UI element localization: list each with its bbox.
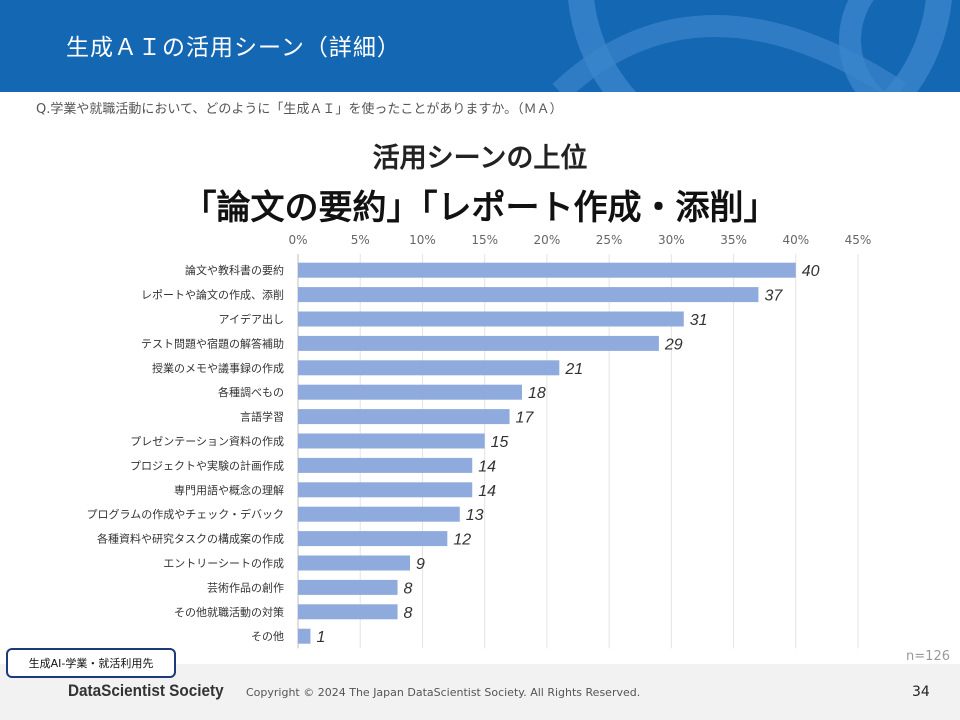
category-label: プロジェクトや実験の計画作成 (130, 458, 284, 472)
x-tick-label: 25% (596, 233, 623, 247)
sample-size: n=126 (906, 649, 950, 664)
survey-question: Q.学業や就職活動において、どのように「生成ＡＩ」を使ったことがありますか。（Ｍ… (36, 102, 563, 117)
category-label: エントリーシートの作成 (163, 557, 284, 570)
category-label: 論文や教科書の要約 (185, 263, 284, 277)
data-label: 14 (478, 483, 496, 500)
data-label: 18 (528, 385, 546, 402)
headline-top: 活用シーンの上位 (372, 143, 588, 174)
data-label: 8 (404, 580, 413, 597)
x-tick-label: 45% (845, 233, 872, 247)
category-label: 授業のメモや議事録の作成 (152, 361, 284, 375)
data-label: 17 (516, 410, 535, 427)
data-label: 9 (416, 556, 425, 573)
bar (298, 555, 410, 571)
bar (298, 262, 796, 278)
page-number: 34 (912, 684, 930, 700)
bar (298, 409, 510, 425)
category-label: 専門用語や概念の理解 (174, 483, 284, 497)
category-tag: 生成AI-学業・就活利用先 (6, 648, 176, 678)
category-label: その他就職活動の対策 (174, 605, 284, 619)
category-label: プレゼンテーション資料の作成 (130, 434, 284, 448)
bar (298, 628, 311, 644)
bar (298, 433, 485, 449)
bar (298, 311, 684, 327)
bar-chart: 0% 5% 10% 15% 20% 25% 30% 35% 40% 45% 論文や教科書の要約 40 レ… (87, 233, 872, 649)
headline-main: 「論文の要約」「レポート作成・添削」 (182, 188, 778, 228)
data-label: 40 (802, 263, 820, 280)
bar (298, 360, 560, 376)
bar (298, 457, 473, 473)
data-label: 12 (453, 532, 471, 549)
bar (298, 506, 460, 522)
x-tick-label: 0% (288, 233, 307, 247)
data-label: 8 (404, 605, 413, 622)
x-tick-label: 15% (471, 233, 498, 247)
header-banner: 生成ＡＩの活用シーン（詳細） (0, 0, 960, 92)
x-tick-label: 40% (782, 233, 809, 247)
bar (298, 604, 398, 620)
bar (298, 335, 659, 351)
data-label: 14 (478, 458, 496, 475)
bar (298, 384, 522, 400)
decorative-swirl-icon (552, 0, 952, 92)
data-label: 31 (690, 312, 708, 329)
category-label: 芸術作品の創作 (207, 580, 284, 594)
data-label: 15 (491, 434, 509, 451)
data-label: 37 (764, 288, 783, 305)
data-label: 29 (664, 336, 683, 353)
category-label: 各種調べもの (218, 385, 284, 399)
bar (298, 287, 759, 303)
data-label: 13 (466, 507, 484, 524)
category-label: プログラムの作成やチェック・デバック (87, 507, 284, 521)
page-title: 生成ＡＩの活用シーン（詳細） (66, 35, 401, 61)
brand-logo: DataScientist Society (68, 681, 224, 700)
category-label: 言語学習 (240, 410, 284, 424)
data-label: 1 (316, 629, 325, 646)
x-tick-label: 35% (720, 233, 747, 247)
category-label: 各種資料や研究タスクの構成案の作成 (97, 532, 284, 546)
category-label: テスト問題や宿題の解答補助 (141, 336, 284, 350)
bar (298, 482, 473, 498)
data-label: 21 (564, 361, 583, 378)
x-tick-label: 20% (534, 233, 561, 247)
bar (298, 579, 398, 595)
category-label: アイデア出し (219, 312, 284, 326)
copyright-text: Copyright © 2024 The Japan DataScientist… (246, 686, 641, 699)
x-tick-label: 10% (409, 233, 436, 247)
bar (298, 531, 448, 547)
category-label: レポートや論文の作成、添削 (141, 288, 284, 302)
x-tick-label: 30% (658, 233, 685, 247)
category-label: その他 (251, 630, 284, 643)
x-tick-label: 5% (351, 233, 370, 247)
